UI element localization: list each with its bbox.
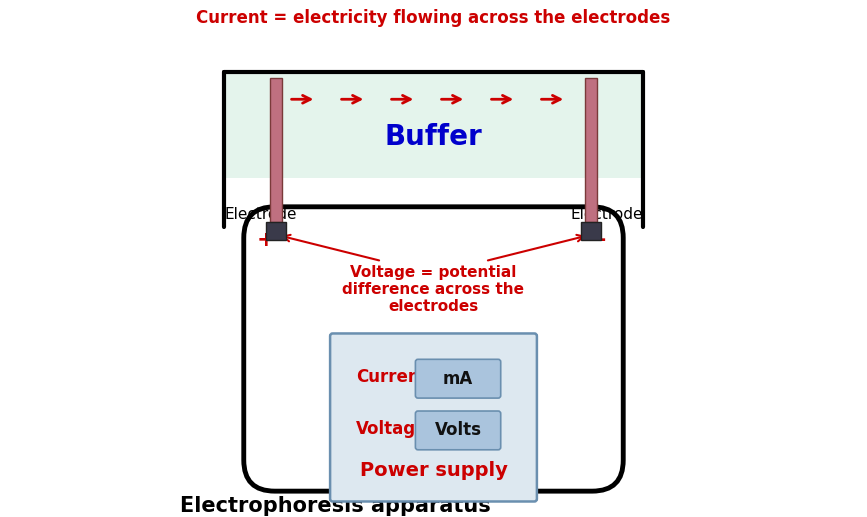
Text: Voltage: Voltage — [356, 420, 427, 438]
Bar — [585, 78, 597, 222]
Bar — [266, 222, 285, 240]
Bar — [225, 72, 642, 178]
Text: Buffer: Buffer — [385, 123, 482, 151]
Text: Power supply: Power supply — [360, 461, 507, 480]
Text: Volts: Volts — [434, 421, 481, 439]
FancyBboxPatch shape — [415, 411, 501, 450]
Text: Current: Current — [356, 369, 427, 386]
Text: +: + — [256, 231, 275, 250]
Text: mA: mA — [443, 370, 473, 388]
FancyBboxPatch shape — [415, 359, 501, 398]
FancyBboxPatch shape — [330, 333, 537, 501]
Text: Current = electricity flowing across the electrodes: Current = electricity flowing across the… — [196, 9, 671, 27]
Text: Electrophoresis apparatus: Electrophoresis apparatus — [180, 496, 491, 516]
Text: Voltage = potential
difference across the
electrodes: Voltage = potential difference across th… — [342, 265, 525, 314]
Text: Electrode: Electrode — [224, 207, 297, 222]
Bar — [270, 78, 282, 222]
Text: Electrode: Electrode — [570, 207, 643, 222]
Text: -: - — [596, 231, 606, 250]
Bar — [582, 222, 601, 240]
